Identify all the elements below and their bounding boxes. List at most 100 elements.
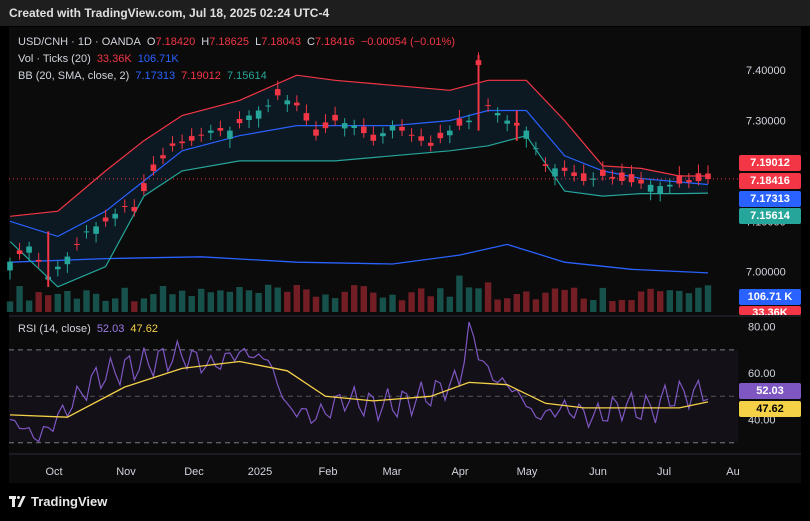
volume-bar: [685, 293, 693, 312]
candle-body: [208, 130, 214, 133]
volume-bar: [293, 285, 300, 312]
volume-bar: [73, 298, 81, 312]
rsi-legend[interactable]: RSI (14, close) 52.03 47.62: [18, 323, 161, 335]
candle-body: [657, 186, 663, 193]
tradingview-logo-icon: [9, 496, 33, 507]
volume-bar: [542, 292, 549, 312]
candle-body: [169, 143, 176, 146]
change-value: −0.00054 (−0.01%): [360, 36, 455, 48]
candle-body: [695, 173, 702, 182]
volume-bar: [198, 288, 205, 312]
volume-bar: [303, 289, 310, 312]
candle-body: [131, 207, 138, 212]
tradingview-logo[interactable]: TradingView: [9, 494, 107, 509]
volume-bar: [121, 287, 128, 312]
volume-tag: 33.36K: [739, 306, 801, 315]
volume-label: Vol · Ticks (20): [18, 53, 91, 65]
candle-body: [600, 169, 606, 176]
volume-bar: [169, 294, 176, 312]
volume-bar: [274, 287, 281, 312]
rsi-tick-label: 80.00: [748, 322, 776, 334]
candle-body: [571, 172, 577, 176]
volume-bar: [666, 290, 673, 312]
chart-panel[interactable]: [9, 27, 801, 483]
bb-legend[interactable]: BB (20, SMA, close, 2) 7.17313 7.19012 7…: [18, 70, 270, 82]
candle-body: [313, 129, 319, 136]
time-tick-label: Au: [726, 466, 739, 478]
volume-bar: [131, 301, 138, 312]
volume-bar: [351, 285, 358, 312]
volume-legend[interactable]: Vol · Ticks (20) 33.36K 106.71K: [18, 53, 182, 65]
volume-bar: [150, 294, 157, 312]
candle-body: [542, 164, 549, 166]
candle-body: [236, 119, 243, 124]
bb-upper-tag: 7.19012: [739, 155, 801, 171]
price-tick-label: 7.40000: [746, 65, 786, 77]
volume-bar: [551, 288, 559, 312]
volume-bar: [484, 282, 492, 312]
volume-bar: [647, 288, 654, 312]
candle-body: [102, 217, 109, 222]
volume-bar: [475, 288, 482, 312]
candle-body: [83, 231, 90, 233]
volume-bar: [207, 292, 214, 312]
candle-body: [322, 122, 329, 129]
volume-bar: [379, 297, 387, 312]
volume-bar: [64, 291, 71, 312]
close-value: 7.18416: [314, 36, 355, 48]
candle-body: [332, 114, 338, 121]
volume-ma-line: [9, 243, 709, 274]
candle-body: [552, 168, 558, 177]
high-label: H: [201, 36, 210, 48]
volume-bar: [236, 287, 243, 312]
created-with-text: Created with TradingView.com, Jul 18, 20…: [9, 6, 330, 20]
volume-bar: [360, 286, 367, 312]
ohlc-legend: USD/CNH · 1D · OANDA O7.18420 H7.18625 L…: [18, 36, 458, 48]
candle-body: [93, 226, 99, 234]
volume-bar: [427, 296, 434, 312]
candle-body: [26, 246, 32, 253]
volume-bar: [245, 290, 253, 312]
bb-lower-line: [9, 135, 709, 288]
volume-bar: [437, 288, 444, 312]
volume-bar: [265, 284, 272, 312]
candle-body: [676, 175, 683, 184]
volume-bar: [398, 300, 406, 312]
symbol-label[interactable]: USD/CNH · 1D · OANDA: [18, 36, 141, 48]
candle-body: [686, 180, 692, 183]
rsi-tick-label: 40.00: [748, 415, 776, 427]
volume-bar: [140, 298, 148, 312]
candle-body: [55, 266, 61, 270]
candle-body: [341, 123, 348, 129]
candle-body: [427, 142, 434, 146]
candle-body: [227, 130, 233, 139]
rsi-tag: 52.03: [739, 383, 801, 399]
volume-bar: [188, 296, 195, 312]
volume-bar: [446, 296, 453, 312]
volume-ma-value: 106.71K: [137, 53, 179, 65]
bb-basis-value: 7.17313: [135, 70, 176, 82]
candle-body: [179, 141, 185, 144]
volume-bar: [92, 293, 100, 312]
volume-bar: [102, 300, 109, 312]
volume-bar: [532, 299, 540, 312]
time-tick-label: 2025: [248, 466, 272, 478]
volume-bar: [159, 286, 167, 312]
volume-bar: [523, 291, 530, 312]
candle-body: [121, 206, 128, 207]
volume-ma-tag: 106.71 K: [739, 289, 801, 305]
bb-label: BB (20, SMA, close, 2): [18, 70, 130, 82]
volume-bar: [570, 287, 578, 312]
candle-body: [361, 126, 367, 134]
candle-body: [141, 183, 147, 192]
candle-body: [408, 134, 415, 136]
rsi-ma-line: [9, 360, 709, 418]
candle-body: [303, 113, 310, 121]
bb-lower-tag: 7.15614: [739, 208, 801, 224]
candle-body: [523, 130, 530, 139]
candle-body: [112, 213, 118, 219]
bb-band-fill: [10, 75, 708, 287]
candle-body: [447, 130, 453, 136]
volume-bar: [465, 287, 473, 312]
